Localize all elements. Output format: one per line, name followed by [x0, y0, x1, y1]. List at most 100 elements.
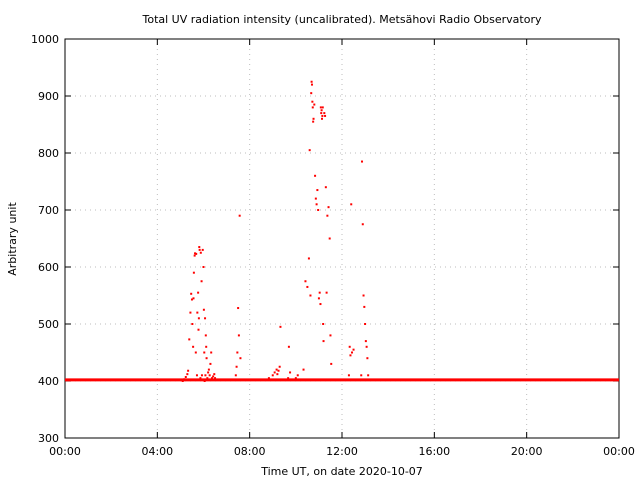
data-point	[204, 334, 207, 337]
data-point	[311, 106, 314, 109]
x-tick-label: 00:00	[603, 445, 635, 458]
data-point	[366, 357, 369, 360]
data-point	[195, 252, 198, 255]
data-point	[321, 106, 324, 109]
data-point	[214, 377, 217, 380]
data-point	[329, 334, 332, 337]
data-point	[304, 280, 307, 283]
data-point	[186, 373, 189, 376]
data-point	[203, 351, 206, 354]
data-point	[197, 328, 200, 331]
data-point	[294, 377, 297, 380]
data-point	[316, 189, 319, 192]
data-point	[194, 252, 197, 255]
data-point	[312, 120, 315, 123]
data-point	[234, 374, 237, 377]
x-tick-label: 20:00	[511, 445, 543, 458]
data-point	[322, 323, 325, 325]
data-point	[320, 112, 323, 115]
data-point	[287, 377, 290, 380]
plot-area	[64, 38, 620, 439]
data-point	[207, 371, 210, 374]
data-point	[204, 374, 207, 377]
data-point	[196, 311, 199, 314]
data-point	[271, 374, 274, 377]
data-point	[319, 106, 322, 109]
data-point	[317, 297, 320, 300]
data-point	[238, 214, 241, 217]
data-point	[190, 292, 193, 295]
data-points	[65, 80, 619, 382]
data-point	[326, 214, 329, 217]
chart-title: Total UV radiation intensity (uncalibrat…	[142, 13, 542, 26]
data-point	[347, 374, 350, 377]
x-tick-label: 08:00	[234, 445, 266, 458]
data-point	[320, 117, 323, 120]
data-point	[277, 369, 280, 372]
data-point	[364, 323, 367, 325]
data-point	[194, 351, 197, 354]
data-point	[210, 351, 213, 354]
data-point	[190, 298, 193, 301]
y-tick-label: 300	[38, 432, 59, 445]
data-point	[189, 311, 192, 314]
data-point	[324, 114, 327, 117]
data-point	[273, 371, 276, 374]
y-tick-label: 500	[38, 318, 59, 331]
data-point	[200, 374, 203, 377]
y-tick-label: 800	[38, 147, 59, 160]
data-point	[351, 351, 354, 354]
data-point	[312, 117, 315, 120]
data-point	[328, 237, 331, 240]
data-point	[198, 248, 201, 251]
data-point	[202, 266, 205, 268]
data-point	[367, 374, 370, 377]
data-point	[193, 254, 196, 257]
y-tick-label: 1000	[31, 33, 59, 46]
data-point	[330, 362, 333, 365]
data-point	[237, 307, 240, 310]
data-point	[235, 365, 238, 368]
data-point	[188, 338, 191, 341]
data-point	[199, 251, 202, 254]
data-point	[310, 83, 313, 86]
data-point	[275, 368, 278, 371]
data-point	[204, 317, 207, 320]
data-point	[313, 103, 316, 106]
data-point	[306, 285, 309, 288]
data-point	[236, 351, 239, 354]
data-point	[364, 340, 367, 343]
data-point	[308, 149, 311, 152]
data-point	[198, 246, 201, 249]
data-point	[192, 297, 195, 300]
data-point	[203, 380, 206, 382]
data-point	[209, 362, 212, 365]
data-point	[311, 100, 314, 103]
data-point	[296, 374, 299, 377]
x-tick-label: 12:00	[326, 445, 358, 458]
data-point	[200, 280, 203, 283]
data-point	[213, 373, 216, 376]
data-point	[207, 368, 210, 371]
data-point	[279, 325, 282, 328]
x-tick-label: 04:00	[141, 445, 173, 458]
data-point	[318, 291, 321, 294]
data-point	[184, 376, 187, 379]
data-point	[289, 371, 292, 374]
data-point	[315, 203, 318, 206]
data-point	[321, 114, 324, 117]
y-tick-label: 600	[38, 261, 59, 274]
data-point	[205, 345, 208, 348]
data-point	[201, 248, 204, 251]
data-point	[325, 291, 328, 294]
data-point	[192, 345, 195, 348]
data-point	[324, 186, 327, 189]
x-axis-label: Time UT, on date 2020-10-07	[260, 465, 423, 478]
x-tick-labels: 00:00 04:00 08:00 12:00 16:00 20:00 00:00	[49, 445, 635, 458]
data-point	[360, 374, 363, 377]
data-point	[314, 174, 317, 177]
data-point	[197, 291, 200, 294]
y-tick-label: 700	[38, 204, 59, 217]
data-point	[320, 109, 323, 112]
data-point	[327, 206, 330, 209]
